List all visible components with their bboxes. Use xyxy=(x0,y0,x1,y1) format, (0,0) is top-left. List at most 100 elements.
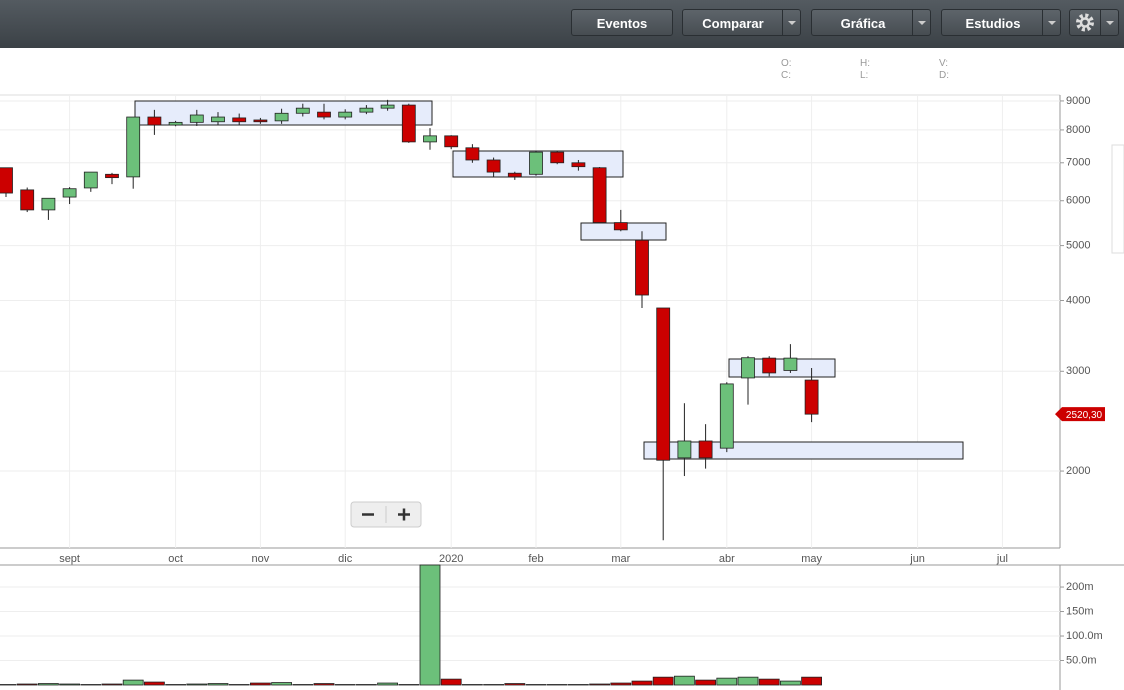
volume-bar xyxy=(589,683,610,686)
candle-body xyxy=(359,107,374,113)
candle-body xyxy=(211,116,225,123)
volume-bar xyxy=(143,681,165,686)
settings-button[interactable] xyxy=(1069,9,1119,36)
volume-bar xyxy=(758,678,780,686)
candle-body xyxy=(147,116,162,126)
volume-bar xyxy=(780,680,801,686)
candle-body xyxy=(423,135,437,143)
y-tick-label: 5000 xyxy=(1066,239,1090,251)
zone-box[interactable] xyxy=(643,441,964,460)
y-tick-label: 150m xyxy=(1066,605,1094,617)
volume-bar xyxy=(186,683,208,686)
volume-bar xyxy=(313,683,335,686)
volume-bar xyxy=(377,682,399,686)
candle-body xyxy=(295,107,310,114)
grid xyxy=(0,95,1064,662)
button-label: Eventos xyxy=(596,16,648,31)
chart: 2000 3000 4000 5000 6000 7000 8000 9000 sept oct n… xyxy=(0,94,1124,690)
y-tick-label: 3000 xyxy=(1066,365,1090,377)
candle-body xyxy=(804,379,819,415)
candle-body xyxy=(380,104,395,109)
candle-body xyxy=(317,111,331,118)
y-tick-label: 50.0m xyxy=(1066,654,1097,666)
volume-bar xyxy=(737,676,759,686)
y-tick-label: 4000 xyxy=(1066,294,1090,306)
volume-bar xyxy=(801,676,822,686)
ohlc-label: V: xyxy=(939,58,949,69)
y-tick-label: 200m xyxy=(1066,581,1094,593)
gear-icon xyxy=(1076,13,1094,32)
last-price-tag xyxy=(1055,407,1105,422)
candle-body xyxy=(41,197,56,211)
candle-body xyxy=(486,159,501,173)
side-tab[interactable] xyxy=(1111,144,1124,254)
zoom-control xyxy=(350,501,422,528)
dropdown-arrow[interactable] xyxy=(1042,10,1060,35)
candle-body xyxy=(0,167,13,194)
candle-body xyxy=(719,383,734,449)
dropdown-arrow[interactable] xyxy=(912,10,930,35)
y-tick-label: 7000 xyxy=(1066,157,1090,169)
zone-box[interactable] xyxy=(728,358,836,378)
volume-bar xyxy=(271,682,293,686)
chart-button[interactable]: Gráfica xyxy=(811,9,931,36)
candle-body xyxy=(592,167,607,223)
volume-bar xyxy=(249,682,271,686)
candle-body xyxy=(656,307,671,461)
volume-bar xyxy=(695,679,716,686)
y-tick-label: 9000 xyxy=(1066,95,1090,107)
dropdown-arrow[interactable] xyxy=(1100,10,1118,35)
volume-bar xyxy=(716,677,738,686)
events-button[interactable]: Eventos xyxy=(571,9,673,36)
candle-body xyxy=(232,117,247,123)
volume-bar xyxy=(16,683,38,686)
x-tick-label: jul xyxy=(996,553,1008,565)
x-tick-label: jun xyxy=(909,553,925,565)
ohlc-label: O: xyxy=(781,58,792,69)
candle-body xyxy=(741,357,755,379)
volume-bar xyxy=(652,676,674,686)
x-tick-label: 2020 xyxy=(439,553,463,565)
x-tick-label: sept xyxy=(59,553,80,565)
candle-body xyxy=(126,116,141,178)
candle-body xyxy=(677,440,692,459)
candle-body xyxy=(635,239,649,296)
volume-bar xyxy=(674,675,695,686)
candle-body xyxy=(168,121,183,126)
x-tick-label: mar xyxy=(611,553,630,565)
candle-body xyxy=(274,112,289,122)
candle-body xyxy=(783,357,798,371)
candle-body xyxy=(189,114,204,123)
x-tick-label: may xyxy=(801,553,822,565)
volume-bar xyxy=(101,683,123,686)
candle-body xyxy=(253,119,268,123)
volume-bar xyxy=(122,679,144,686)
volume-bar xyxy=(440,678,462,686)
volume-bar xyxy=(38,683,59,686)
dropdown-arrow[interactable] xyxy=(782,10,800,35)
zoom-in[interactable] xyxy=(398,508,410,521)
candle-body xyxy=(507,172,522,178)
button-label: Gráfica xyxy=(840,16,886,31)
y-tick-label: 8000 xyxy=(1066,124,1090,136)
last-price-label: 2520,30 xyxy=(1066,410,1103,421)
ohlc-label: L: xyxy=(860,70,869,81)
studies-button[interactable]: Estudios xyxy=(941,9,1061,36)
ohlc-label: C: xyxy=(781,70,791,81)
x-tick-label: dic xyxy=(338,553,353,565)
candle-body xyxy=(529,151,543,175)
ohlc-label: H: xyxy=(860,58,870,69)
volume-bar xyxy=(419,564,441,686)
volume-bar xyxy=(610,682,632,686)
candle-body xyxy=(550,151,565,164)
compare-button[interactable]: Comparar xyxy=(682,9,801,36)
y-tick-label: 100.0m xyxy=(1066,630,1103,642)
candle-body xyxy=(338,111,353,118)
x-tick-label: abr xyxy=(719,553,735,565)
candle-body xyxy=(62,188,77,198)
candle-body xyxy=(105,173,119,179)
volume-bar xyxy=(504,683,526,686)
candle-body xyxy=(465,147,480,161)
volume-bar xyxy=(631,680,653,686)
candle-body xyxy=(444,135,459,148)
